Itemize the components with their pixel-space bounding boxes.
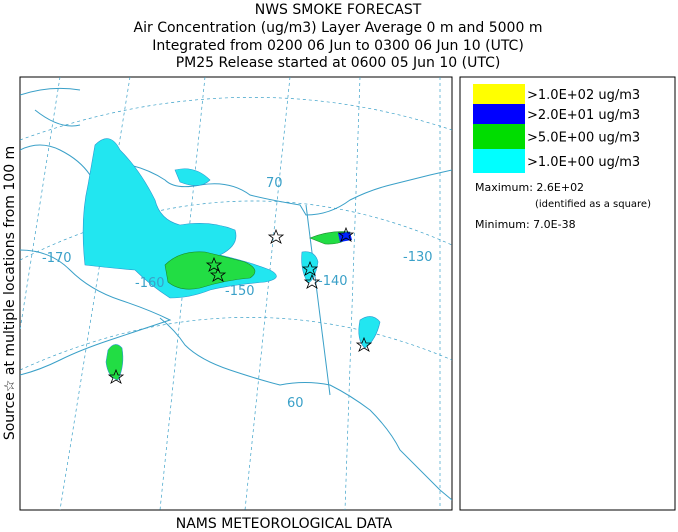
maximum: Maximum: 2.6E+02 [475,181,584,194]
legend-label: >2.0E+01 ug/m3 [527,108,640,123]
graticule [20,97,452,371]
legend-label: >1.0E+00 ug/m3 [527,155,640,170]
coastline [159,317,452,501]
maximum-note: (identified as a square) [535,199,651,210]
legend-swatch [473,124,525,149]
legend-swatch [473,84,525,104]
border [305,204,331,396]
subtitle: Integrated from 0200 06 Jun to 0300 06 J… [152,38,524,54]
latitude-label: 70 [266,176,283,191]
side-label: Source☆ at multiple locations from 100 m [2,146,18,440]
coastline [20,249,172,376]
legend-label: >5.0E+00 ug/m3 [527,131,640,146]
legend-label: >1.0E+02 ug/m3 [527,88,640,103]
coastline [20,87,81,127]
source-stars [107,226,373,384]
longitude-label: -130 [403,250,433,265]
legend-swatch [473,104,525,124]
legend: Maximum: 2.6E+02 (identified as a square… [459,76,676,511]
title: NWS SMOKE FORECAST [255,2,422,18]
legend-swatch [473,149,525,173]
map-frame [19,76,453,511]
latitude-label: 60 [287,396,304,411]
longitude-label: -150 [225,284,255,299]
subtitle: Air Concentration (ug/m3) Layer Average … [134,20,543,36]
smoke-area [105,344,124,381]
smoke-area [174,168,211,186]
subtitle: PM25 Release started at 0600 05 Jun 10 (… [176,55,501,71]
longitude-label: -160 [135,276,165,291]
minimum: Minimum: 7.0E-38 [475,218,576,231]
footer: NAMS METEOROLOGICAL DATA [176,516,393,532]
smoke-area [301,251,319,284]
longitude-label: -170 [42,251,72,266]
map: -170 -160 -150 -140 -130 70 60 [19,76,453,511]
longitude-label: -140 [318,274,348,289]
smoke-area [358,316,381,349]
